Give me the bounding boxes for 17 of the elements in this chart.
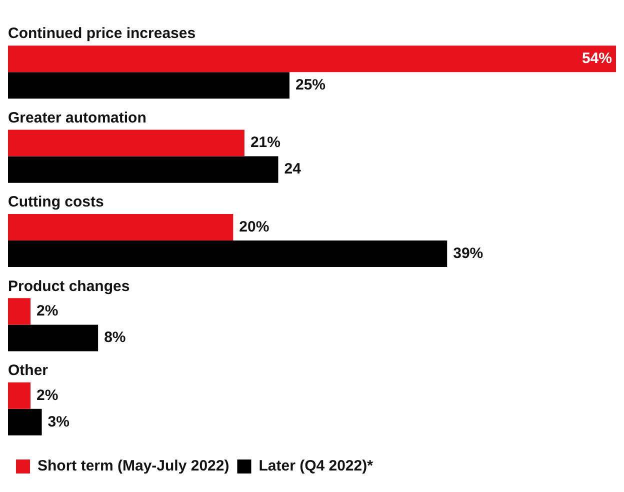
legend-label: Later (Q4 2022)* [258, 458, 374, 475]
data-label: 8% [104, 329, 126, 346]
y-tick-label: Product changes [8, 278, 130, 295]
data-label: 20% [239, 218, 270, 236]
data-label: 2% [36, 302, 58, 320]
data-label: 25% [295, 76, 326, 94]
data-label: 3% [48, 413, 70, 430]
legend-label: Short term (May-July 2022) [38, 458, 230, 475]
y-tick-label: Cutting costs [8, 194, 104, 211]
y-tick-label: Greater automation [8, 109, 146, 126]
data-label: 2% [36, 386, 58, 404]
y-tick-label: Continued price increases [8, 25, 196, 42]
data-label: 54% [582, 50, 612, 67]
data-label: 21% [250, 134, 280, 152]
data-label: 24 [284, 160, 302, 178]
y-tick-label: Other [8, 362, 48, 380]
data-label: 39% [453, 244, 484, 262]
